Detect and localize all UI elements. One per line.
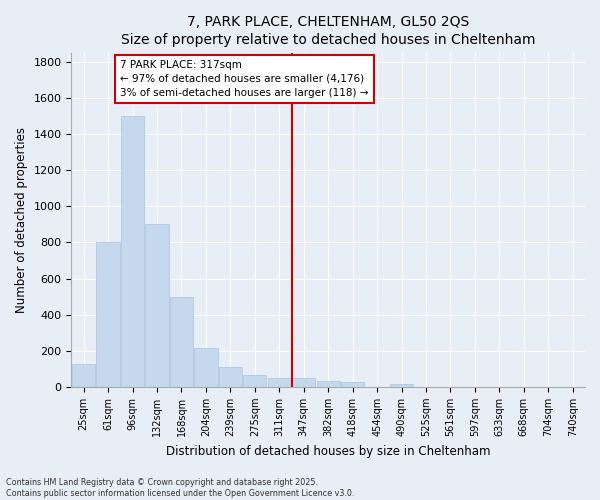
Bar <box>341 382 364 387</box>
X-axis label: Distribution of detached houses by size in Cheltenham: Distribution of detached houses by size … <box>166 444 490 458</box>
Bar <box>170 296 193 387</box>
Y-axis label: Number of detached properties: Number of detached properties <box>15 127 28 313</box>
Bar <box>121 116 144 387</box>
Bar <box>243 375 266 387</box>
Bar <box>219 367 242 387</box>
Text: Contains HM Land Registry data © Crown copyright and database right 2025.
Contai: Contains HM Land Registry data © Crown c… <box>6 478 355 498</box>
Bar <box>317 380 340 387</box>
Bar <box>390 384 413 387</box>
Bar <box>97 242 120 387</box>
Bar <box>72 364 95 387</box>
Bar <box>292 378 316 387</box>
Bar <box>194 348 218 387</box>
Text: 7 PARK PLACE: 317sqm
← 97% of detached houses are smaller (4,176)
3% of semi-det: 7 PARK PLACE: 317sqm ← 97% of detached h… <box>121 60 369 98</box>
Bar <box>268 378 291 387</box>
Title: 7, PARK PLACE, CHELTENHAM, GL50 2QS
Size of property relative to detached houses: 7, PARK PLACE, CHELTENHAM, GL50 2QS Size… <box>121 15 535 48</box>
Bar <box>145 224 169 387</box>
